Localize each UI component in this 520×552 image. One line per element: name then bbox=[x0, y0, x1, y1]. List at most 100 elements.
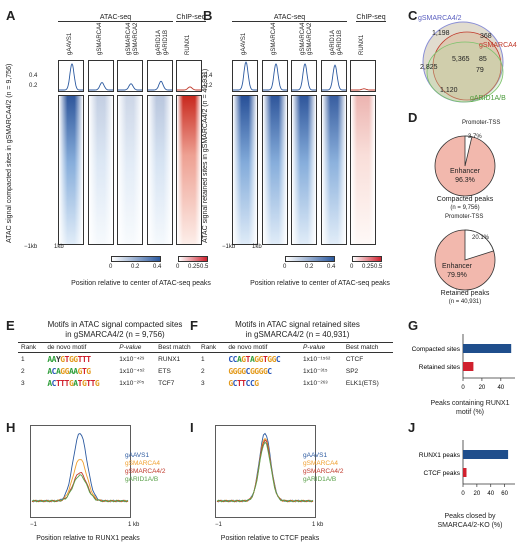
panel-b-ytick-top: 0.4 bbox=[204, 73, 213, 79]
panel-b-chip-header: ChIP-seq bbox=[356, 14, 386, 22]
b-cb-blue-tick-2: 0.4 bbox=[327, 264, 336, 270]
pie2-enhancer-label: Enhancer bbox=[442, 263, 472, 270]
panel-f-letter: F bbox=[190, 318, 198, 333]
panel-g-xlabel-1: Peaks containing RUNX1 bbox=[430, 400, 510, 407]
x-tick-label: 60 bbox=[501, 491, 508, 497]
motif-logo: ACTTTGATGTTG bbox=[47, 378, 100, 388]
a-cb-red-tick-0: 0 bbox=[176, 264, 180, 270]
b-col-header-0-0: gAAVS1 bbox=[241, 32, 247, 55]
b-col-header-3-1: gARID1B bbox=[336, 29, 343, 55]
a-profile-2 bbox=[117, 60, 143, 92]
a-colorbar-blue bbox=[111, 256, 161, 262]
a-heatmap-0 bbox=[58, 95, 84, 245]
venn-n-85: 85 bbox=[479, 56, 487, 63]
a-profile-3 bbox=[146, 60, 173, 92]
pie-slice-promoter bbox=[464, 135, 473, 167]
a-col-header-4-0: RUNX1 bbox=[185, 34, 191, 55]
a-col-header-1-0: gSMARCA4 bbox=[96, 22, 103, 55]
motif-logo: CCAGTAGGTGGC bbox=[228, 354, 281, 364]
x-tick-label: 0 bbox=[461, 491, 465, 497]
bar-category-label: Compacted sites bbox=[412, 346, 461, 353]
a-profile-0 bbox=[58, 60, 84, 92]
b-colorbar-red bbox=[352, 256, 382, 262]
b-col-header-1-0: gSMARCA4 bbox=[270, 22, 277, 55]
a-heatmap-3 bbox=[146, 95, 173, 245]
pie1-enhancer-pct: 96.3% bbox=[455, 177, 475, 184]
panel-c-letter: C bbox=[408, 8, 418, 23]
b-col-header-4-0: RUNX1 bbox=[359, 34, 365, 55]
venn-label-garid1ab: gARID1A/B bbox=[470, 95, 506, 102]
motif-best-match: TCF7 bbox=[158, 379, 175, 387]
a-profile-1 bbox=[87, 60, 114, 92]
motif-pvalue: 1x10⁻⁴²⁹ bbox=[119, 356, 145, 363]
a-heatmap-4 bbox=[176, 95, 202, 245]
pie-compacted-peaks bbox=[434, 135, 496, 197]
e-th-match: Best match bbox=[155, 342, 203, 353]
h-legend-item-1: gSMARCA4 bbox=[125, 460, 161, 467]
panel-c-venn bbox=[422, 21, 504, 103]
line-gaavs1 bbox=[216, 432, 314, 503]
motif-pvalue: 1x10⁻²⁶³ bbox=[303, 380, 328, 387]
panel-g-letter: G bbox=[408, 318, 419, 333]
pie2-promoter-label: Promoter-TSS bbox=[445, 214, 484, 220]
plot-frame bbox=[215, 425, 316, 518]
e-th-motif: de novo motif bbox=[44, 342, 117, 353]
line-gaavs1 bbox=[31, 432, 129, 503]
venn-n-79: 79 bbox=[476, 67, 484, 74]
h-legend-item-2: gSMARCA4/2 bbox=[125, 468, 166, 475]
i-legend-item-1: gSMARCA4 bbox=[303, 460, 339, 467]
h-legend-item-3: gARID1A/B bbox=[125, 476, 159, 483]
a-heatmap-2 bbox=[117, 95, 143, 245]
pie2-caption: Retained peaks bbox=[440, 290, 490, 297]
b-colorbar-blue bbox=[285, 256, 335, 262]
panel-b-atac-header: ATAC-seq bbox=[232, 14, 347, 22]
pie1-promoter-pct: 3.7% bbox=[468, 134, 482, 140]
motif-best-match: ETS bbox=[158, 367, 171, 375]
a-col-header-2-1: gSMARCA2 bbox=[133, 22, 139, 55]
b-cb-red-tick-1: 0.25 bbox=[362, 264, 374, 270]
bar-runx1-peaks bbox=[463, 450, 509, 459]
panel-e-title-1: Motifs in ATAC signal compacted sites bbox=[47, 320, 183, 329]
panel-e-title-2: in gSMARCA4/2 (n = 9,756) bbox=[65, 330, 165, 339]
motif-rank: 3 bbox=[201, 379, 205, 387]
venn-label-gsmarca42: gSMARCA4/2 bbox=[418, 15, 462, 22]
motif-row: 2 ACAGGAAGTG 1x10⁻⁴⁵² ETS bbox=[18, 365, 203, 377]
panel-a-letter: A bbox=[6, 8, 16, 23]
panel-f-title-2: in gSMARCA4/2 (n = 40,931) bbox=[245, 330, 350, 339]
motif-best-match: SP2 bbox=[345, 367, 359, 375]
b-cb-blue-tick-1: 0.2 bbox=[305, 264, 314, 270]
panel-e-letter: E bbox=[6, 318, 15, 333]
venn-n-368: 368 bbox=[480, 33, 492, 40]
panel-b-row-label: ATAC signal retained sites in gSMARCA4/2… bbox=[202, 68, 209, 243]
b-heatmap-4 bbox=[350, 95, 376, 245]
panel-b-x-left: −1kb bbox=[222, 244, 236, 250]
a-col-header-3-0: gARID1A bbox=[155, 29, 162, 55]
panel-f-title-1: Motifs in ATAC signal retained sites bbox=[235, 320, 360, 329]
bar-category-label: CTCF peaks bbox=[424, 470, 461, 477]
f-th-pvalue: P-value bbox=[300, 342, 343, 353]
a-profile-4 bbox=[176, 60, 202, 92]
pie2-n: (n = 40,931) bbox=[448, 299, 482, 305]
e-th-rank: Rank bbox=[18, 342, 45, 353]
line-garid1a-b bbox=[31, 474, 129, 503]
venn-circle-garid1ab bbox=[426, 41, 504, 103]
panel-h-x-right: 1 kb bbox=[128, 522, 140, 528]
panel-a-x-right: 1kb bbox=[54, 244, 64, 250]
b-cb-blue-tick-0: 0 bbox=[283, 264, 287, 270]
motif-row: 1 AAYGTGGTTT 1x10⁻⁴²⁹ RUNX1 bbox=[18, 353, 203, 366]
a-cb-red-tick-2: 0.5 bbox=[200, 264, 209, 270]
b-profile-2 bbox=[291, 60, 317, 92]
motif-row: 3 ACTTTGATGTTG 1x10⁻²⁰⁵ TCF7 bbox=[18, 377, 203, 389]
a-col-header-0-0: gAAVS1 bbox=[67, 32, 73, 55]
a-heatmap-1 bbox=[87, 95, 114, 245]
panel-b-xlabel: Position relative to center of ATAC-seq … bbox=[250, 280, 390, 287]
bar-compacted-sites bbox=[463, 344, 512, 353]
panel-j-bar-chart: RUNX1 peaks CTCF peaks 0 20 40 60 bbox=[419, 440, 515, 497]
motif-best-match: ELK1(ETS) bbox=[345, 379, 379, 387]
a-cb-blue-tick-0: 0 bbox=[109, 264, 113, 270]
b-cb-red-tick-0: 0 bbox=[350, 264, 354, 270]
pie-slice-promoter bbox=[464, 229, 495, 261]
bar-category-label: Retained sites bbox=[419, 364, 461, 371]
panel-g-xlabel-2: motif (%) bbox=[456, 409, 484, 416]
b-col-header-2-0: gSMARCA4 bbox=[300, 22, 306, 55]
